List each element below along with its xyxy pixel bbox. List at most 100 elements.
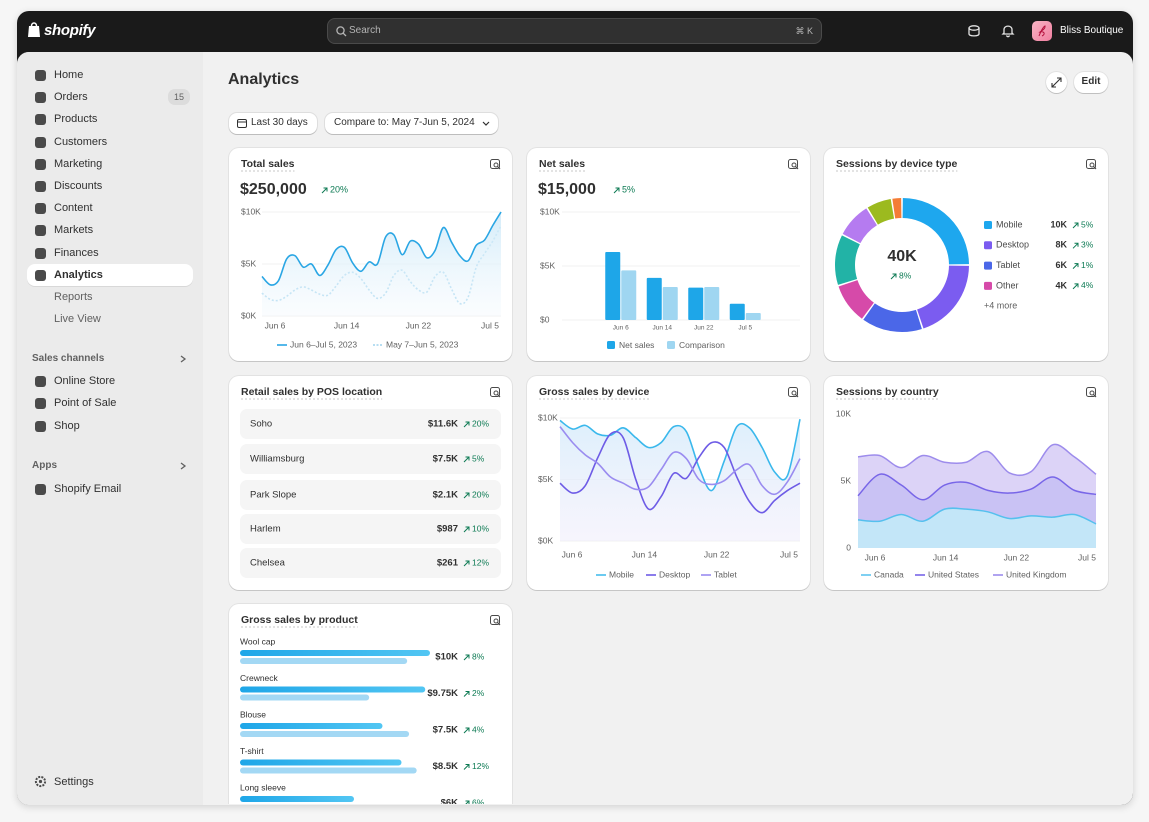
donut-segment <box>917 265 969 329</box>
product-value: $9.75K <box>427 688 458 699</box>
nav-item[interactable]: Finances <box>54 246 99 259</box>
section-chevron <box>180 355 187 363</box>
y-tick-label: $0 <box>540 314 550 324</box>
nav-item[interactable]: Discounts <box>54 180 103 192</box>
nav-item[interactable]: Markets <box>54 224 94 237</box>
bar-current <box>240 686 426 693</box>
nav-item[interactable]: Products <box>54 113 98 126</box>
legend-value: 10K <box>1050 219 1067 229</box>
row-name: Chelsea <box>250 558 286 569</box>
table-row <box>240 548 501 578</box>
change-value: 5% <box>1081 219 1094 229</box>
legend-label: Mobile <box>996 219 1023 229</box>
active-nav-pill <box>27 263 193 286</box>
section-chevron <box>180 462 187 470</box>
settings-icon <box>34 775 47 788</box>
change-value: 20% <box>330 184 348 194</box>
legend-value: 4K <box>1055 280 1067 290</box>
nav-item[interactable]: Point of Sale <box>54 397 117 410</box>
nav-badge <box>168 89 190 106</box>
change-arrow <box>613 187 620 194</box>
x-tick-label: Jun 14 <box>334 320 360 330</box>
bar <box>662 287 678 320</box>
series-line <box>559 419 801 492</box>
nav-item[interactable]: Marketing <box>54 157 103 170</box>
filter-date[interactable] <box>229 113 317 134</box>
donut-segment <box>842 208 877 244</box>
nav-icon <box>35 269 46 281</box>
product-name: Long sleeve <box>240 782 286 792</box>
explore-icon <box>490 387 501 398</box>
legend-swatch <box>607 341 615 349</box>
search-icon <box>336 26 347 37</box>
y-tick-label: $0K <box>241 310 256 320</box>
nav-item[interactable]: Analytics <box>54 268 103 281</box>
legend-label: Comparison <box>679 340 725 350</box>
card-title: Sessions by device type <box>836 158 958 170</box>
nav-icon <box>35 70 46 81</box>
legend-swatch <box>984 281 992 290</box>
product-name: T-shirt <box>240 746 264 756</box>
table-row <box>240 514 501 544</box>
change-value: 3% <box>1081 240 1094 250</box>
y-tick-label: $5K <box>540 260 555 270</box>
nav-item[interactable]: Settings <box>54 776 94 788</box>
store-switch-icon <box>968 25 980 37</box>
change-arrow <box>463 654 470 661</box>
nav-item[interactable]: Shopify Email <box>54 483 122 495</box>
legend-label: Other <box>996 280 1019 290</box>
change-arrow <box>1072 222 1079 229</box>
edit-button[interactable] <box>1074 72 1108 93</box>
row-value: $7.5K <box>433 454 458 465</box>
change-value: 8% <box>899 270 912 280</box>
brand: shopify <box>44 22 96 39</box>
sidebar-bg <box>17 52 203 805</box>
x-tick-label: Jul 5 <box>738 325 752 332</box>
notification-icon <box>1001 25 1015 38</box>
donut-segment <box>838 280 874 319</box>
metric-value: $15,000 <box>538 181 596 198</box>
nav-item[interactable]: Content <box>54 202 93 215</box>
bar <box>704 287 720 320</box>
donut-total: 40K <box>887 248 917 265</box>
card: Total sales $250,000 20% $0K $5K $10K Jun 6 Jun… <box>229 148 512 361</box>
legend-label: Net sales <box>619 340 654 350</box>
stacked-line <box>857 473 1097 501</box>
legend-more: +4 more <box>984 300 1017 310</box>
series-area <box>262 212 501 316</box>
card: Retail sales by POS location Soho $11.6K 20… <box>229 376 512 590</box>
legend-label: United States <box>928 569 979 579</box>
change-arrow <box>463 691 470 697</box>
nav-item[interactable]: Orders <box>54 91 88 104</box>
x-tick-label: Jun 22 <box>704 549 730 559</box>
nav-sub-item[interactable]: Reports <box>54 291 93 303</box>
product-value: $8.5K <box>433 761 458 772</box>
change-value: 1% <box>1081 260 1094 270</box>
search-box[interactable] <box>327 18 822 44</box>
stacked-area <box>858 508 1096 548</box>
legend-swatch <box>667 341 675 349</box>
row-name: Harlem <box>250 524 281 535</box>
x-tick-label: Jun 22 <box>1004 552 1030 562</box>
nav-icon <box>35 181 46 192</box>
legend-label: United Kingdom <box>1006 569 1066 579</box>
nav-item[interactable]: Shop <box>54 419 80 432</box>
card-title: Total sales <box>241 158 295 170</box>
nav-badge-count: 15 <box>173 92 185 103</box>
card-title: Retail sales by POS location <box>241 386 382 398</box>
nav-item[interactable]: Online Store <box>54 375 116 387</box>
nav-item[interactable]: Customers <box>54 135 108 148</box>
nav-icon <box>35 114 46 126</box>
y-tick-label: 5K <box>841 475 852 485</box>
bar-current <box>240 650 430 656</box>
x-tick-label: Jun 14 <box>632 549 658 559</box>
bar-comparison <box>240 694 370 701</box>
legend-label: Mobile <box>609 569 634 579</box>
nav-sub-item[interactable]: Live View <box>54 313 101 325</box>
x-tick-label: Jun 22 <box>406 320 432 330</box>
store-avatar-mark <box>1038 25 1046 37</box>
product-value: $6K <box>441 798 459 804</box>
nav-item[interactable]: Home <box>54 69 84 81</box>
filter-compare[interactable] <box>325 113 498 134</box>
